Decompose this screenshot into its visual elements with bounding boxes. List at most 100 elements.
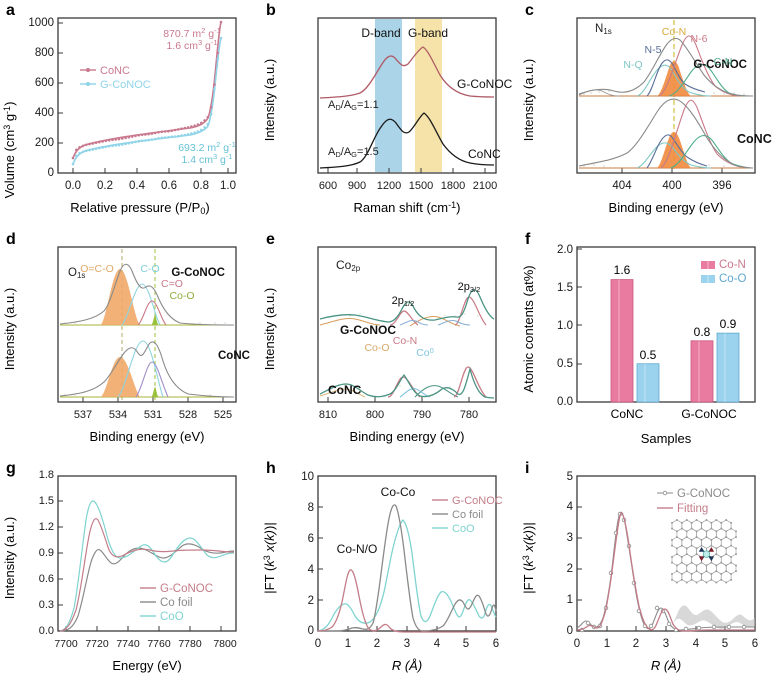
svg-text:7720: 7720 <box>85 638 109 650</box>
svg-text:Relative pressure (P/P0): Relative pressure (P/P0) <box>70 200 209 216</box>
svg-text:1.5: 1.5 <box>557 282 573 294</box>
svg-text:D-band: D-band <box>361 26 400 40</box>
svg-text:AD/AG=1.1: AD/AG=1.1 <box>328 99 379 112</box>
svg-text:4: 4 <box>434 638 441 650</box>
svg-text:Co0: Co0 <box>416 346 434 359</box>
svg-text:2.0: 2.0 <box>557 244 573 256</box>
svg-text:CoNC: CoNC <box>218 350 250 362</box>
svg-text:2: 2 <box>374 638 380 650</box>
svg-text:0: 0 <box>308 625 314 637</box>
svg-text:Co foil: Co foil <box>160 597 193 609</box>
svg-text:531: 531 <box>144 409 162 421</box>
svg-text:Co-N: Co-N <box>393 335 418 347</box>
svg-text:0.9: 0.9 <box>720 317 737 331</box>
svg-text:Co-N: Co-N <box>719 259 746 271</box>
svg-text:537: 537 <box>74 409 92 421</box>
svg-text:N-6: N-6 <box>691 33 708 45</box>
svg-text:8: 8 <box>308 502 314 514</box>
svg-text:800: 800 <box>35 47 54 59</box>
svg-text:1.4 cm3 g-1: 1.4 cm3 g-1 <box>181 152 232 166</box>
svg-text:2100: 2100 <box>473 180 497 192</box>
svg-text:1: 1 <box>345 638 351 650</box>
svg-text:AD/AG=1.5: AD/AG=1.5 <box>328 146 379 159</box>
svg-text:Volume (cm3 g-1): Volume (cm3 g-1) <box>2 102 17 199</box>
svg-text:G-band: G-band <box>408 26 448 40</box>
svg-text:CoNC: CoNC <box>611 407 644 421</box>
svg-text:CoO: CoO <box>452 523 475 535</box>
svg-text:0.6: 0.6 <box>39 573 54 585</box>
svg-text:200: 200 <box>35 137 54 149</box>
svg-text:1: 1 <box>567 594 573 606</box>
svg-text:0.9: 0.9 <box>39 547 54 559</box>
svg-text:7800: 7800 <box>213 638 237 650</box>
svg-text:1.8: 1.8 <box>39 469 54 481</box>
svg-text:1500: 1500 <box>409 180 433 192</box>
svg-text:10: 10 <box>301 471 314 483</box>
svg-text:5: 5 <box>567 471 573 483</box>
svg-text:CoNC: CoNC <box>328 383 362 397</box>
svg-text:6: 6 <box>752 638 758 650</box>
svg-text:G-CoNOC: G-CoNOC <box>160 583 213 595</box>
svg-text:7740: 7740 <box>116 638 140 650</box>
svg-text:N1s: N1s <box>595 23 612 36</box>
svg-text:G-CoNOC: G-CoNOC <box>457 77 513 91</box>
svg-text:R (Å): R (Å) <box>651 658 681 673</box>
svg-text:6: 6 <box>493 638 499 650</box>
svg-text:Samples: Samples <box>641 431 692 446</box>
svg-text:Co-Co: Co-Co <box>381 485 416 499</box>
svg-text:N-Q: N-Q <box>623 59 642 71</box>
svg-text:4: 4 <box>308 564 315 576</box>
svg-text:0.3: 0.3 <box>39 599 54 611</box>
svg-text:CoNC: CoNC <box>737 132 772 146</box>
svg-text:CoO: CoO <box>160 611 184 623</box>
svg-text:Intensity (a.u.): Intensity (a.u.) <box>521 59 536 141</box>
svg-text:Co2p: Co2p <box>336 258 361 273</box>
svg-text:1.5: 1.5 <box>39 495 54 507</box>
svg-text:400: 400 <box>662 180 681 192</box>
svg-text:Co-O: Co-O <box>169 290 194 302</box>
svg-text:Co-N: Co-N <box>662 26 687 38</box>
svg-text:G-CoNOC: G-CoNOC <box>677 488 730 500</box>
svg-text:Intensity (a.u.): Intensity (a.u.) <box>2 517 17 599</box>
svg-text:7700: 7700 <box>54 638 78 650</box>
svg-text:1.0: 1.0 <box>557 320 573 332</box>
svg-text:C-N: C-N <box>714 56 733 68</box>
svg-text:0.8: 0.8 <box>694 325 711 339</box>
svg-text:2: 2 <box>308 595 314 607</box>
svg-text:Binding energy (eV): Binding energy (eV) <box>90 429 205 444</box>
svg-text:525: 525 <box>214 409 232 421</box>
svg-text:780: 780 <box>460 409 478 421</box>
svg-text:CoNC: CoNC <box>100 65 130 77</box>
svg-text:0.8: 0.8 <box>193 180 209 192</box>
svg-text:Fitting: Fitting <box>677 503 708 515</box>
svg-text:2p3/2: 2p3/2 <box>458 281 481 294</box>
svg-text:C=O: C=O <box>161 278 183 290</box>
svg-text:7760: 7760 <box>147 638 171 650</box>
svg-text:Intensity (a.u.): Intensity (a.u.) <box>2 288 17 370</box>
svg-text:1800: 1800 <box>441 180 465 192</box>
svg-text:0: 0 <box>574 638 580 650</box>
svg-text:N-5: N-5 <box>645 44 662 56</box>
svg-text:Co foil: Co foil <box>452 509 483 521</box>
svg-text:1.6: 1.6 <box>614 263 631 277</box>
svg-text:1.6 cm3 g-1: 1.6 cm3 g-1 <box>166 38 217 52</box>
svg-text:1.2: 1.2 <box>39 521 54 533</box>
svg-text:3: 3 <box>404 638 410 650</box>
svg-text:6: 6 <box>308 533 314 545</box>
svg-text:Co-O: Co-O <box>719 273 747 285</box>
svg-text:3: 3 <box>663 638 669 650</box>
svg-text:0.0: 0.0 <box>39 625 54 637</box>
svg-text:2: 2 <box>633 638 639 650</box>
svg-text:1200: 1200 <box>377 180 401 192</box>
svg-text:Intensity (a.u.): Intensity (a.u.) <box>262 288 277 370</box>
svg-text:0.0: 0.0 <box>65 180 81 192</box>
svg-text:1: 1 <box>604 638 610 650</box>
svg-text:Binding energy (eV): Binding energy (eV) <box>609 200 724 215</box>
svg-text:0: 0 <box>315 638 321 650</box>
svg-text:790: 790 <box>413 409 431 421</box>
svg-text:3: 3 <box>567 532 573 544</box>
svg-text:C-O: C-O <box>140 263 159 275</box>
svg-text:G-CoNOC: G-CoNOC <box>681 407 737 421</box>
svg-text:2p1/2: 2p1/2 <box>392 295 415 308</box>
svg-text:0.4: 0.4 <box>129 180 146 192</box>
